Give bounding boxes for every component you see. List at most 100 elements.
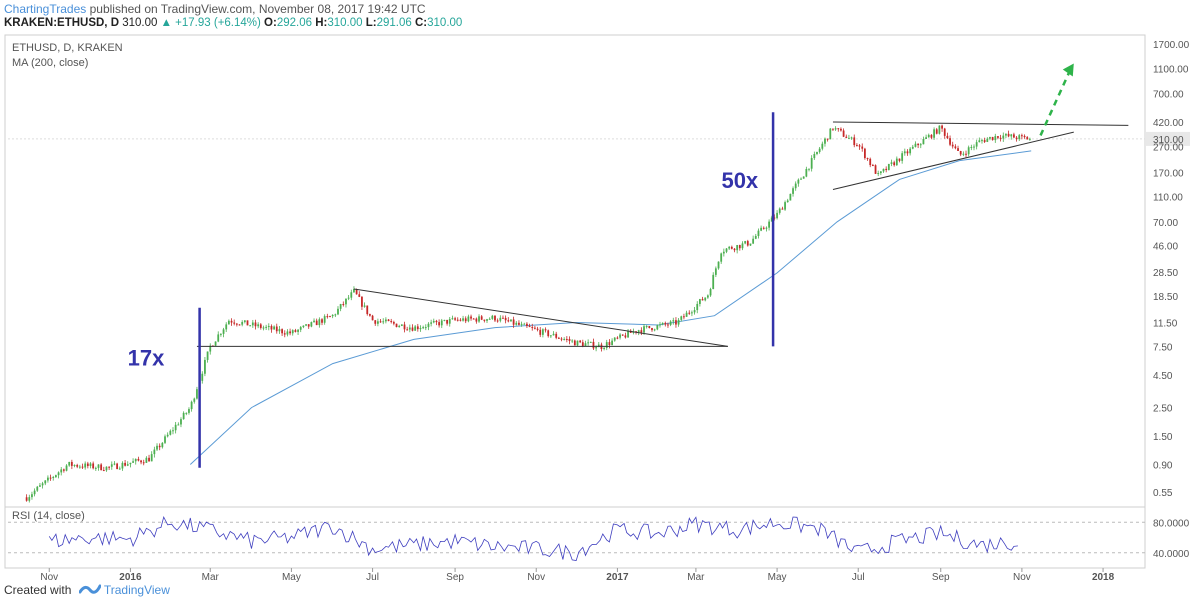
candle-body (765, 227, 768, 229)
candle-body (113, 463, 116, 465)
candle-body (722, 251, 725, 254)
candle-body (816, 151, 818, 155)
candle-body (403, 324, 406, 330)
time-tick-label: 2016 (119, 572, 142, 583)
candle-body (560, 338, 563, 340)
candle-body (230, 320, 233, 323)
candle-body (86, 463, 89, 467)
candle-body (331, 314, 334, 317)
tradingview-logo-icon[interactable] (78, 582, 102, 599)
candle-body (121, 462, 124, 469)
candle-body (685, 312, 688, 317)
candle-body (736, 245, 739, 251)
candle-body (584, 343, 587, 347)
candle-body (672, 320, 675, 322)
candle-body (752, 238, 755, 244)
candle-body (105, 466, 108, 471)
candle-body (174, 424, 177, 431)
annotation-labels: 17x 50x (128, 168, 759, 370)
candle-body (1005, 133, 1007, 136)
candle-body (134, 458, 137, 462)
candle-body (978, 140, 981, 143)
candle-body (387, 319, 390, 322)
candle-body (717, 261, 720, 269)
candle-body (289, 331, 291, 334)
candle-body (235, 323, 238, 325)
candle-body (919, 144, 922, 146)
candle-body (188, 409, 190, 413)
candle-body (488, 318, 491, 320)
time-tick-label: Jul (366, 572, 379, 583)
candle-body (837, 128, 840, 130)
candle-body (669, 321, 672, 325)
candle-body (347, 297, 350, 299)
candle-body (110, 464, 113, 467)
candle-body (249, 325, 252, 327)
candle-body (813, 154, 816, 159)
candle-body (927, 134, 930, 138)
candle-body (842, 130, 845, 137)
price-tick-label: 420.00 (1153, 118, 1184, 129)
candle-body (573, 340, 576, 346)
current-price-tag (1146, 131, 1190, 146)
candle-body (576, 340, 579, 346)
candle-body (749, 243, 752, 246)
candle-body (25, 497, 28, 501)
candle-body (275, 326, 278, 332)
time-axis[interactable]: Nov 2016 Mar May Jul Sep Nov 2017 Mar May Jul Sep No… (40, 568, 1115, 583)
candle-body (57, 472, 60, 476)
candle-body (624, 335, 627, 338)
candle-body (1021, 135, 1023, 137)
candle-body (526, 323, 528, 326)
chart-drawings (196, 63, 1129, 468)
candle-body (832, 128, 834, 130)
candle-body (291, 330, 294, 334)
candle-body (158, 445, 161, 448)
candle-body (270, 326, 273, 330)
candle-body (392, 322, 395, 324)
candle-body (730, 246, 733, 249)
candle-body (411, 327, 414, 331)
candle-body (520, 323, 523, 325)
price-tick-label: 1100.00 (1153, 64, 1189, 75)
candle-body (568, 339, 571, 341)
candle-body (185, 412, 188, 414)
time-tick-label: Jul (852, 572, 865, 583)
tradingview-brand[interactable]: TradingView (103, 583, 170, 597)
candle-body (794, 183, 797, 189)
candle-body (925, 137, 927, 140)
candle-body (49, 477, 52, 479)
rsi-axis[interactable]: 80.0000 40.0000 (1153, 518, 1190, 560)
ma-200-path (189, 150, 1032, 465)
price-tick-label: 18.50 (1153, 292, 1178, 303)
candle-body (427, 323, 430, 328)
candle-body (781, 208, 784, 210)
candle-body (933, 129, 935, 138)
candle-body (102, 470, 105, 472)
candle-body (201, 373, 204, 381)
candle-body (422, 327, 425, 329)
candle-body (150, 454, 153, 462)
candle-body (446, 319, 448, 324)
candle-body (416, 326, 419, 330)
candle-body (587, 342, 590, 344)
candle-body (605, 342, 608, 348)
candle-body (510, 319, 512, 322)
candle-body (893, 162, 896, 166)
candle-body (810, 158, 813, 169)
candle-body (696, 303, 699, 311)
publisher-name[interactable]: ChartingTrades (4, 2, 87, 16)
candle-body (957, 148, 959, 152)
low-label: L: (365, 17, 377, 29)
candle-body (129, 462, 132, 465)
candle-body (744, 241, 747, 244)
candle-body (693, 310, 696, 313)
candle-body (305, 324, 307, 326)
candle-body (108, 466, 111, 468)
candle-body (390, 321, 393, 323)
low-value: 291.06 (376, 17, 412, 29)
candle-body (603, 347, 605, 349)
candle-body (145, 457, 148, 463)
